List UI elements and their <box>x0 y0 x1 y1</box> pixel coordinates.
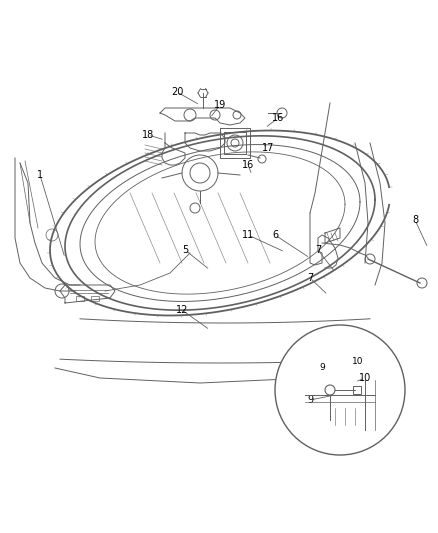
Text: 10: 10 <box>359 373 371 383</box>
Text: 5: 5 <box>182 245 188 255</box>
Text: 8: 8 <box>412 215 418 225</box>
Text: 6: 6 <box>272 230 278 240</box>
Text: 9: 9 <box>307 395 313 405</box>
Text: 7: 7 <box>315 245 321 255</box>
Bar <box>76 296 84 301</box>
Text: 1: 1 <box>37 170 43 180</box>
Text: 12: 12 <box>176 305 188 315</box>
Text: 9: 9 <box>319 364 325 373</box>
Text: 10: 10 <box>352 358 364 367</box>
Bar <box>91 296 99 301</box>
Circle shape <box>275 325 405 455</box>
Text: 18: 18 <box>142 130 154 140</box>
Text: 11: 11 <box>242 230 254 240</box>
Text: 19: 19 <box>214 100 226 110</box>
Bar <box>353 386 361 394</box>
Text: 16: 16 <box>242 160 254 170</box>
Text: 20: 20 <box>171 87 183 97</box>
Text: 16: 16 <box>272 113 284 123</box>
Text: 17: 17 <box>262 143 274 153</box>
Text: 7: 7 <box>307 273 313 283</box>
